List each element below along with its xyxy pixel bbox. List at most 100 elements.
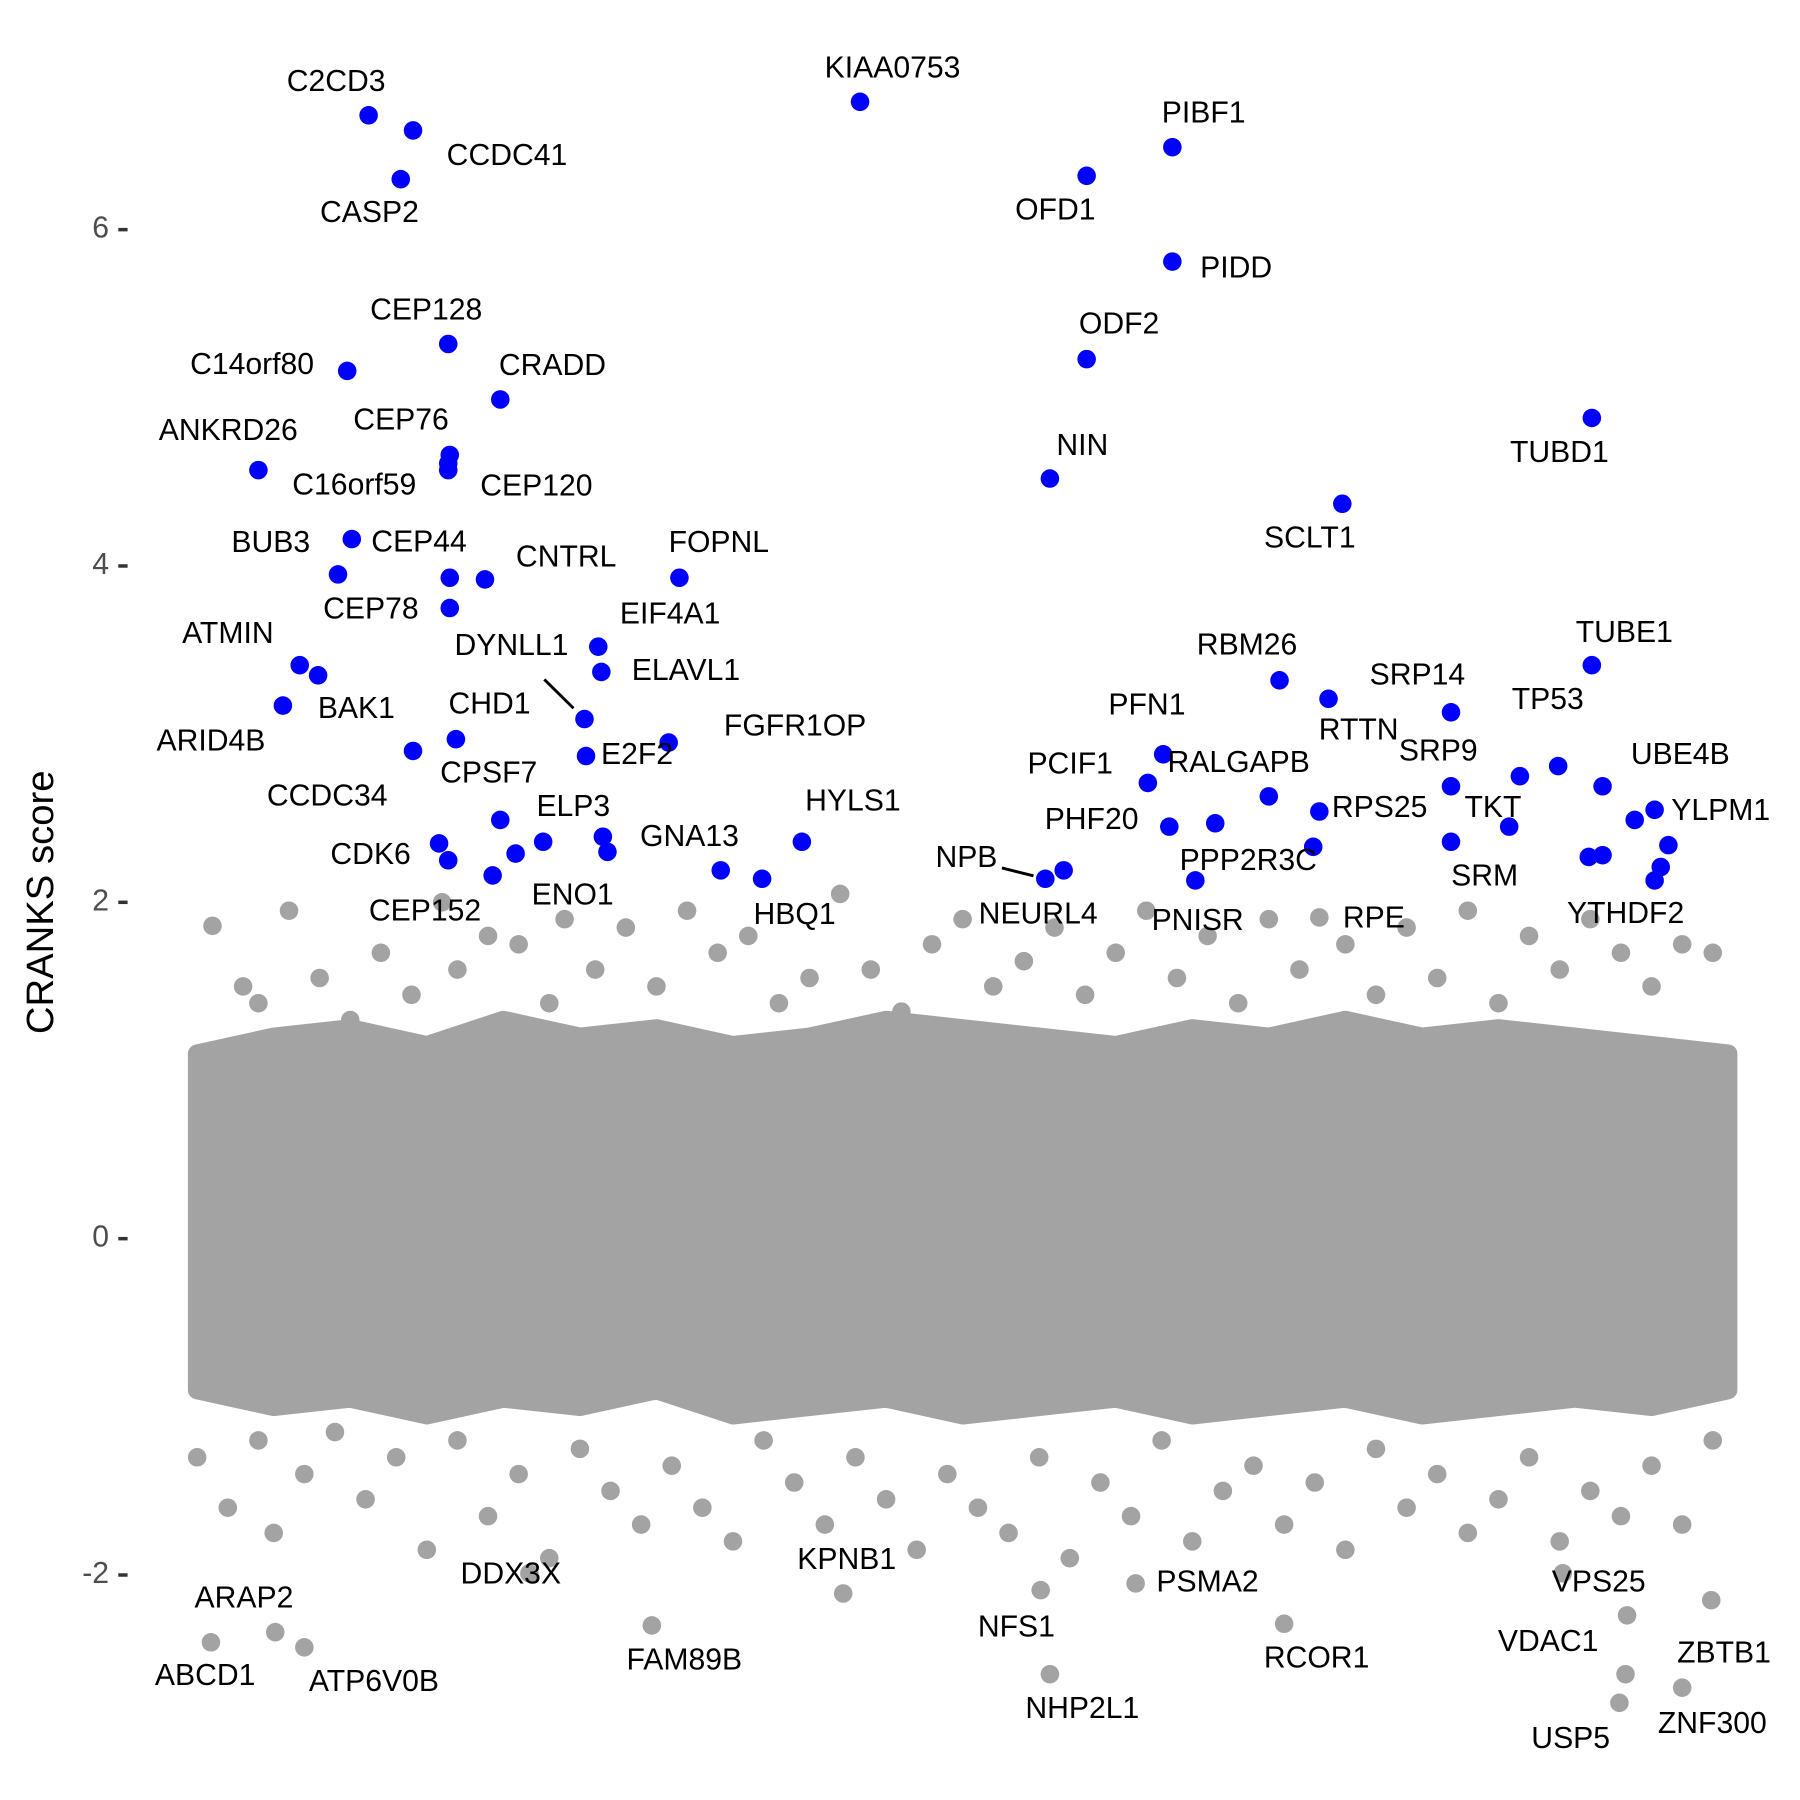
point bbox=[830, 884, 850, 904]
point-label: DDX3X bbox=[461, 1558, 562, 1591]
point bbox=[1259, 787, 1279, 806]
point bbox=[983, 977, 1003, 996]
point-label: PSMA2 bbox=[1156, 1565, 1258, 1598]
point bbox=[1593, 777, 1612, 796]
point bbox=[295, 1638, 314, 1657]
point-label: YLPM1 bbox=[1671, 794, 1770, 827]
point bbox=[1121, 1506, 1141, 1526]
point bbox=[792, 832, 812, 852]
point bbox=[1029, 1448, 1049, 1467]
point-label: C16orf59 bbox=[292, 469, 416, 502]
point bbox=[723, 1532, 743, 1551]
point bbox=[1642, 1456, 1661, 1475]
point bbox=[616, 918, 636, 937]
point bbox=[555, 909, 574, 929]
point bbox=[1091, 1473, 1110, 1492]
point bbox=[1397, 1498, 1416, 1518]
point bbox=[575, 709, 594, 729]
point bbox=[279, 901, 299, 921]
point bbox=[1274, 1614, 1294, 1634]
y-tick-label: 0 bbox=[92, 1221, 109, 1254]
point bbox=[249, 993, 268, 1013]
point bbox=[592, 662, 611, 682]
point bbox=[491, 390, 510, 409]
point bbox=[310, 968, 329, 988]
point bbox=[1611, 943, 1631, 963]
point bbox=[1270, 671, 1289, 690]
point bbox=[1036, 869, 1055, 889]
point bbox=[1106, 943, 1125, 963]
point bbox=[509, 1464, 528, 1484]
point bbox=[403, 741, 423, 761]
point bbox=[922, 935, 942, 954]
point bbox=[1458, 1523, 1478, 1543]
point-label: E2F2 bbox=[601, 738, 673, 771]
point bbox=[1290, 960, 1309, 979]
point-label: CASP2 bbox=[320, 196, 419, 229]
point bbox=[938, 1464, 957, 1484]
point bbox=[693, 1498, 712, 1518]
point bbox=[815, 1515, 835, 1534]
point bbox=[328, 565, 348, 584]
point-label: PNISR bbox=[1152, 904, 1244, 937]
point bbox=[475, 570, 495, 589]
point bbox=[233, 977, 253, 996]
point bbox=[670, 568, 689, 588]
point bbox=[1198, 926, 1217, 946]
point bbox=[1510, 766, 1530, 786]
point bbox=[391, 169, 411, 189]
point bbox=[1593, 845, 1612, 865]
point bbox=[1163, 252, 1182, 271]
point bbox=[201, 1632, 221, 1652]
point-label: ENO1 bbox=[532, 878, 614, 911]
point-label: NFS1 bbox=[978, 1610, 1055, 1643]
point bbox=[1610, 1693, 1629, 1713]
point bbox=[1441, 832, 1461, 852]
point bbox=[1366, 985, 1386, 1005]
point-label: NHP2L1 bbox=[1025, 1692, 1139, 1725]
point bbox=[432, 893, 452, 912]
point-label: ATP6V0B bbox=[309, 1665, 439, 1698]
point bbox=[1548, 756, 1568, 776]
point bbox=[520, 1564, 539, 1583]
point bbox=[1077, 166, 1096, 186]
point bbox=[264, 1523, 283, 1543]
point bbox=[448, 1431, 467, 1450]
point-label: YTHDF2 bbox=[1567, 897, 1684, 930]
point bbox=[647, 977, 666, 996]
point bbox=[1582, 655, 1602, 675]
point-label: RCOR1 bbox=[1264, 1642, 1370, 1675]
point bbox=[1701, 1590, 1721, 1610]
point bbox=[1031, 1580, 1050, 1600]
point bbox=[203, 916, 222, 936]
point bbox=[540, 993, 559, 1013]
point bbox=[440, 598, 460, 618]
point bbox=[1642, 977, 1661, 996]
point bbox=[1160, 817, 1179, 836]
point bbox=[356, 1490, 375, 1509]
point-label: BAK1 bbox=[318, 692, 395, 725]
point bbox=[1274, 1515, 1294, 1534]
point bbox=[1441, 703, 1461, 722]
point bbox=[876, 1490, 896, 1509]
point bbox=[1499, 817, 1519, 836]
point-label: KIAA0753 bbox=[825, 51, 961, 84]
point bbox=[1553, 1564, 1573, 1583]
point bbox=[1137, 901, 1156, 921]
point-label: RBM26 bbox=[1197, 629, 1298, 662]
point bbox=[249, 460, 268, 480]
point bbox=[1213, 1481, 1233, 1501]
point bbox=[540, 1548, 559, 1568]
point bbox=[968, 1498, 988, 1518]
point bbox=[1489, 993, 1508, 1013]
y-tick-label: 4 bbox=[92, 548, 109, 581]
point bbox=[337, 361, 357, 381]
point-label: PIBF1 bbox=[1162, 97, 1246, 130]
y-tick-label: -2 bbox=[82, 1557, 109, 1590]
point bbox=[402, 985, 421, 1005]
point bbox=[576, 746, 596, 766]
point-label: ELAVL1 bbox=[632, 654, 740, 687]
point-label: ZBTB1 bbox=[1677, 1637, 1771, 1670]
point-label: EIF4A1 bbox=[620, 597, 721, 630]
point bbox=[1186, 871, 1205, 890]
